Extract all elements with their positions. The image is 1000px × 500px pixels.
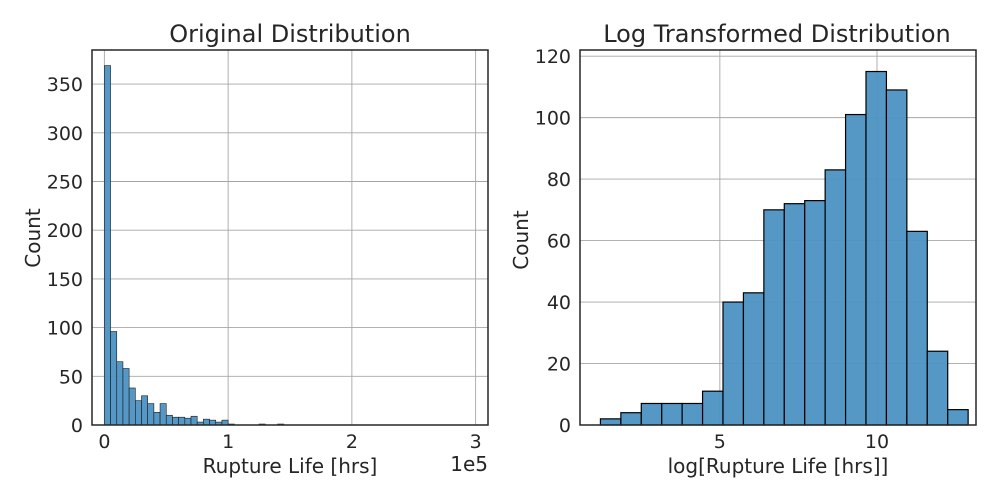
y-tick-labels: 0 20 40 60 80 100 120 [535, 46, 571, 437]
histogram-bar [104, 65, 111, 426]
y-tick-label: 0 [559, 415, 571, 437]
y-tick-label: 100 [535, 108, 571, 130]
x-tick-labels: 5 10 [714, 431, 889, 453]
histogram-bar [885, 89, 908, 426]
histogram-bars [104, 65, 285, 426]
histogram-bar [947, 409, 969, 426]
histogram-bar [599, 418, 622, 426]
histogram-bar [865, 70, 888, 426]
histogram-bar [763, 209, 785, 426]
x-tick-label: 1 [222, 431, 234, 453]
histogram-bar [640, 402, 663, 426]
y-axis-label: Count [509, 210, 533, 270]
chart-title: Original Distribution [169, 20, 411, 48]
histogram-bar [172, 416, 179, 426]
histogram-bar [620, 412, 642, 426]
histogram-bar [128, 387, 136, 426]
histogram-bar [135, 400, 142, 426]
histogram-bar [165, 414, 173, 426]
histogram-bar [190, 415, 198, 426]
histogram-bar [722, 301, 745, 426]
histogram-bar [661, 402, 683, 426]
y-tick-label: 60 [547, 231, 571, 253]
histogram-bar [742, 292, 765, 426]
histogram-bar [141, 395, 148, 426]
x-tick-label: 0 [98, 431, 110, 453]
histogram-bar [203, 418, 210, 426]
x-axis-label: Rupture Life [hrs] [203, 454, 378, 478]
y-tick-label: 350 [47, 74, 83, 96]
x-tick-label: 10 [865, 431, 889, 453]
y-tick-label: 250 [47, 171, 83, 193]
histogram-bar [153, 412, 161, 426]
histogram-bar [116, 361, 124, 426]
histogram-bar [844, 113, 867, 426]
x-axis-label: log[Rupture Life [hrs]] [668, 454, 889, 478]
histogram-bar [906, 230, 928, 426]
x-tick-labels: 0 1 2 3 [98, 431, 481, 453]
x-tick-label: 5 [714, 431, 726, 453]
x-axis-offset-text: 1e5 [450, 452, 488, 476]
y-tick-label: 80 [547, 169, 571, 191]
plot-frame [579, 49, 977, 426]
y-tick-label: 300 [47, 123, 83, 145]
plot-frame [91, 49, 489, 426]
x-tick-label: 2 [346, 431, 358, 453]
histogram-bar [804, 200, 826, 426]
histogram-bar [701, 390, 724, 426]
y-tick-label: 200 [47, 220, 83, 242]
histogram-bar [184, 417, 192, 426]
y-tick-label: 120 [535, 46, 571, 68]
y-tick-label: 0 [71, 415, 83, 437]
y-tick-labels: 0 50 100 150 200 250 300 350 [47, 74, 83, 437]
y-tick-label: 150 [47, 269, 83, 291]
histogram-bar [824, 169, 847, 426]
original-distribution-chart: Original Distribution 0 1 2 3 0 50 100 150 200 2… [21, 20, 489, 478]
histogram-bar [681, 402, 704, 426]
histogram-bar [110, 331, 118, 426]
y-tick-label: 50 [59, 366, 83, 388]
log-transformed-distribution-chart: Log Transformed Distribution 5 10 0 20 40 60… [509, 20, 977, 478]
histogram-bar [159, 403, 167, 426]
gridlines [92, 50, 488, 426]
histogram-bar [122, 368, 130, 426]
histogram-bar [147, 403, 155, 426]
histogram-bar [783, 203, 806, 426]
y-tick-label: 40 [547, 292, 571, 314]
y-tick-label: 20 [547, 354, 571, 376]
histogram-bar [926, 350, 949, 426]
y-tick-label: 100 [47, 318, 83, 340]
y-axis-label: Count [21, 208, 45, 268]
histogram-bar [178, 416, 186, 426]
x-tick-label: 3 [470, 431, 482, 453]
chart-title: Log Transformed Distribution [603, 20, 951, 48]
histogram-bars [599, 70, 969, 426]
